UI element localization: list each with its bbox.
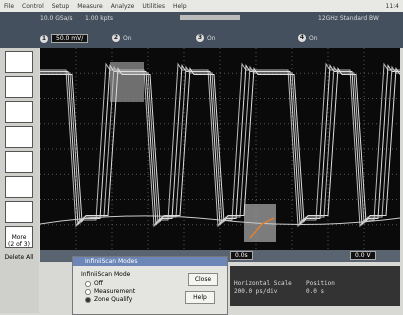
more-label[interactable]: More: [4, 234, 34, 241]
channel-setting: On: [123, 35, 132, 42]
menu-item[interactable]: Control: [22, 3, 44, 10]
mode-option[interactable]: Zone Qualify: [85, 296, 132, 303]
tool-icon[interactable]: [5, 151, 33, 173]
channel-setting: On: [309, 35, 318, 42]
channel-number[interactable]: 1: [40, 35, 48, 43]
menu-bar: File Control Setup Measure Analyze Utilities H…: [0, 0, 403, 12]
sample-rate: 10.0 GSa/s: [40, 15, 73, 22]
tool-icon[interactable]: [5, 126, 33, 148]
mode-option[interactable]: Off: [85, 280, 103, 287]
tool-icon[interactable]: [5, 201, 33, 223]
tool-icon[interactable]: [5, 176, 33, 198]
memory: 1.00 kpts: [85, 15, 113, 22]
toolbar: 10.0 GSa/s 1.00 kpts 12GHz Standard BW 1…: [0, 12, 403, 48]
channel-setting: 50.0 mV/: [51, 34, 88, 43]
close-button[interactable]: Close: [188, 273, 218, 286]
bandwidth: 12GHz Standard BW: [318, 15, 379, 22]
channel-number[interactable]: 3: [196, 34, 204, 42]
channel-setting: On: [207, 35, 216, 42]
menu-item[interactable]: Utilities: [142, 3, 165, 10]
help-button[interactable]: Help: [185, 291, 215, 304]
waveform-display: [40, 48, 400, 250]
more-page: (2 of 3): [4, 241, 34, 248]
radio: [85, 297, 91, 303]
voltage-field[interactable]: 0.0 V: [350, 251, 376, 260]
menu-item[interactable]: Measure: [77, 3, 103, 10]
tool-icon[interactable]: [5, 51, 33, 73]
option-label: Zone Qualify: [94, 296, 132, 303]
clock: 11:4: [386, 3, 399, 10]
scale-value: 200.0 ps/div: [234, 288, 277, 295]
scale-label: Horizontal Scale: [234, 280, 292, 287]
radio: [85, 289, 91, 295]
channel-number[interactable]: 4: [298, 34, 306, 42]
option-label: Measurement: [94, 288, 135, 295]
scope-screen: File Control Setup Measure Analyze Utilities H…: [0, 0, 403, 313]
menu-item[interactable]: File: [4, 3, 14, 10]
menu-item[interactable]: Setup: [52, 3, 69, 10]
tool-icon[interactable]: [5, 76, 33, 98]
position-label: Position: [306, 280, 335, 287]
dialog-title: InfiniiScan Modes: [73, 257, 227, 266]
position-value: 0.0 s: [306, 288, 324, 295]
mode-option[interactable]: Measurement: [85, 288, 135, 295]
menu-item[interactable]: Help: [173, 3, 187, 10]
tool-icon[interactable]: [5, 101, 33, 123]
channel-number[interactable]: 2: [112, 34, 120, 42]
sidebar: More(2 of 3) Delete All: [0, 48, 39, 313]
radio: [85, 281, 91, 287]
delete-all[interactable]: Delete All: [4, 254, 34, 261]
mode-label: InfiniiScan Mode: [81, 271, 130, 278]
info-panel: Horizontal Scale Position 200.0 ps/div 0…: [230, 266, 400, 306]
option-label: Off: [94, 280, 103, 287]
menu-item[interactable]: Analyze: [111, 3, 135, 10]
time-field[interactable]: 0.0s: [230, 251, 253, 260]
